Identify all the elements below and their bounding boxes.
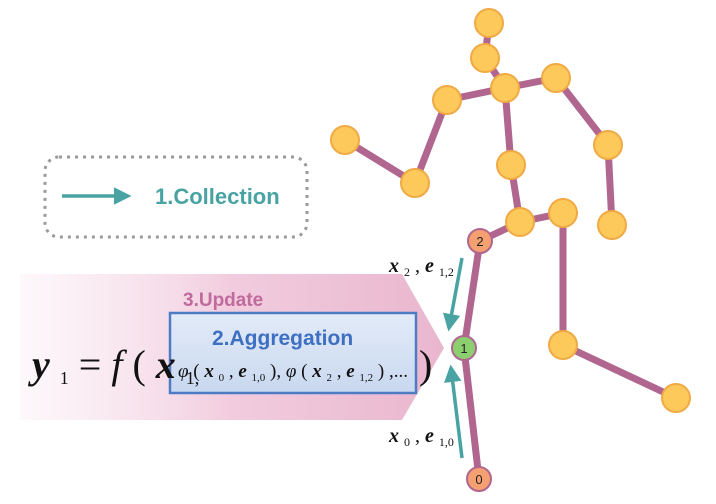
agg-e10: e [238, 361, 247, 382]
msg-bottom-e-sub: 1,0 [439, 435, 454, 449]
agg-e12-sub: 1,2 [359, 372, 373, 384]
close-2: ) [378, 361, 384, 382]
agg-ellipsis: ,... [389, 361, 408, 382]
collection-arrow-top [442, 257, 464, 332]
skeleton-joints [330, 8, 691, 413]
joint-left-knee [548, 330, 578, 360]
joint-left-hand [597, 210, 627, 240]
formula-equals: = [79, 342, 112, 387]
formula-lhs: y 1 = f ( x 1, [28, 342, 199, 393]
joint-spine [496, 150, 526, 180]
msg-bottom-x: x [388, 425, 399, 447]
joint-left-shoulder [541, 63, 571, 93]
msg-bottom-comma: , [415, 425, 425, 447]
aggregation-formula: φ ( x 0 , e 1,0 ), φ ( x 2 , e 1,2 ) ,..… [178, 361, 408, 386]
msg-bottom-e: e [425, 425, 434, 447]
paren-1: ( [193, 361, 199, 382]
close-1: ), [270, 361, 286, 382]
joint-right-elbow [400, 168, 430, 198]
agg-e12: e [346, 361, 355, 382]
paren-2: ( [301, 361, 307, 382]
msg-top-e: e [425, 255, 434, 277]
message-bottom-label: x 0 , e 1,0 [388, 425, 454, 451]
joint-neck [490, 73, 520, 103]
agg-x2-sub: 2 [326, 372, 332, 384]
msg-top-comma: , [415, 255, 425, 277]
joint-right-hand [330, 125, 360, 155]
aggregation-box [168, 311, 418, 395]
node-1-label: 1 [460, 341, 467, 356]
agg-x2: x [311, 361, 322, 382]
agg-x0: x [203, 361, 214, 382]
agg-e10-sub: 1,0 [252, 372, 266, 384]
update-label: 3.Update [183, 290, 263, 311]
formula-y: y [28, 342, 50, 387]
formula-func: f [111, 342, 127, 387]
legend-box [43, 155, 309, 239]
node-0-label: 0 [475, 472, 482, 487]
formula-x-sub: 1, [186, 368, 200, 388]
comma-2: , [337, 361, 347, 382]
formula-open-paren: ( [132, 342, 145, 387]
joint-left-foot [661, 383, 691, 413]
collection-label: 1.Collection [155, 184, 280, 209]
msg-bottom-x-sub: 0 [404, 435, 410, 449]
node-1: 1 [451, 335, 477, 361]
phi-1: φ [178, 361, 189, 382]
formula-x: x [155, 342, 176, 387]
node-2: 2 [467, 228, 493, 254]
joint-pelvis [505, 207, 535, 237]
joint-left-hip [548, 198, 578, 228]
joint-left-elbow [593, 130, 623, 160]
comma-1: , [229, 361, 239, 382]
formula-close-paren: ) [419, 342, 432, 387]
phi-2: φ [286, 361, 297, 382]
node-2-label: 2 [476, 234, 483, 249]
msg-top-e-sub: 1,2 [439, 265, 454, 279]
msg-top-x: x [388, 255, 399, 277]
message-top-label: x 2 , e 1,2 [388, 255, 454, 281]
joint-head-top [474, 8, 504, 38]
aggregation-label: 2.Aggregation [212, 327, 353, 350]
msg-top-x-sub: 2 [404, 265, 410, 279]
formula-y-sub: 1 [60, 368, 69, 388]
collection-arrow-bottom [444, 364, 464, 459]
node-0: 0 [466, 466, 492, 492]
joint-head [470, 43, 500, 73]
joint-right-shoulder [432, 85, 462, 115]
agg-x0-sub: 0 [219, 372, 225, 384]
